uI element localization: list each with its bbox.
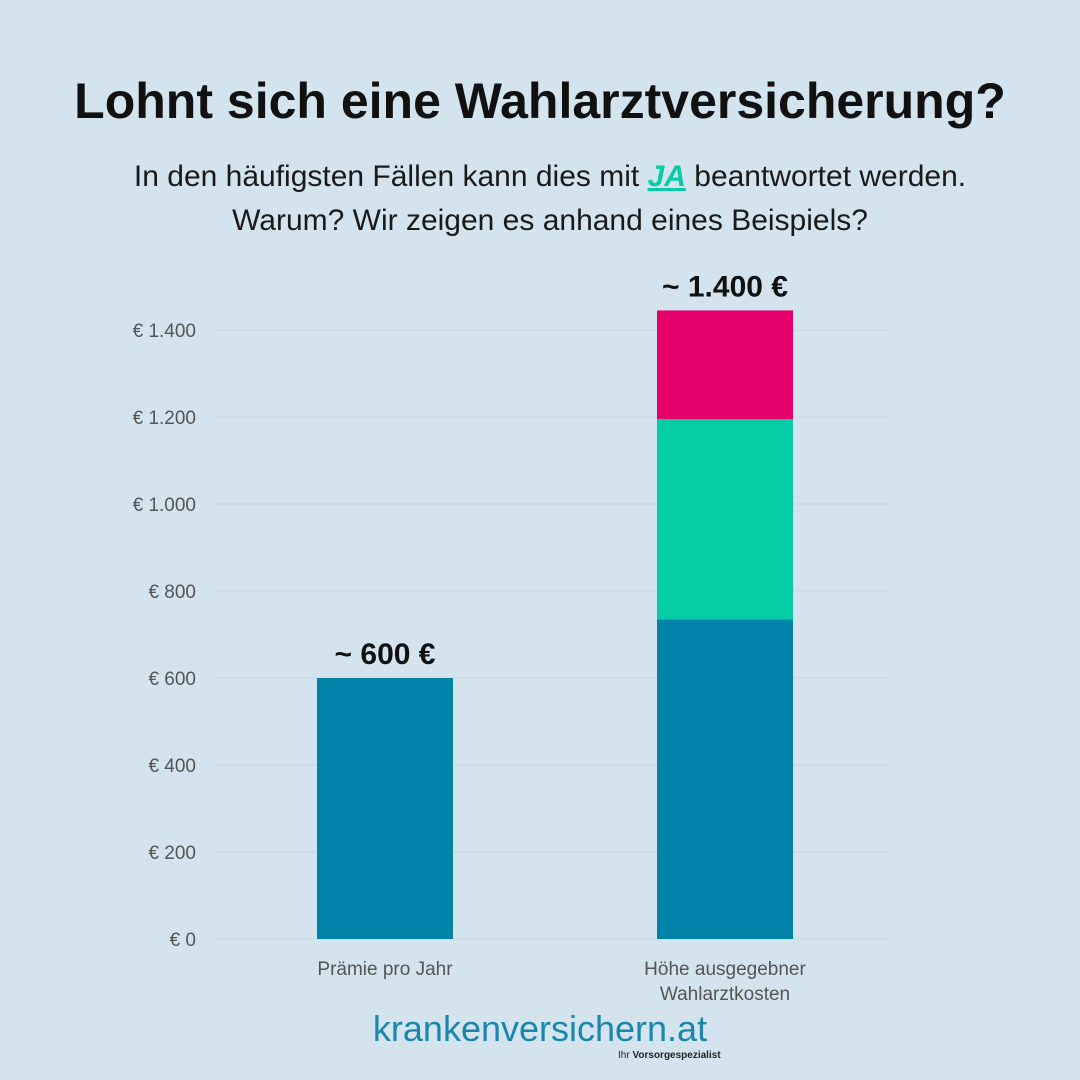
y-tick-label: € 0 <box>170 930 196 951</box>
subtitle-line-1: In den häufigsten Fällen kann dies mit J… <box>0 160 1080 194</box>
y-tick-label: € 800 <box>148 582 196 603</box>
bar-segment <box>657 310 793 420</box>
data-label: ~ 1.400 € <box>662 270 788 303</box>
y-tick-label: € 1.400 <box>133 321 196 342</box>
subtitle-line-1-before: In den häufigsten Fällen kann dies mit <box>133 160 648 193</box>
y-tick-label: € 600 <box>148 669 196 690</box>
subtitle-line-2: Warum? Wir zeigen es anhand eines Beispi… <box>232 204 868 237</box>
tagline-prefix: Ihr <box>618 1050 633 1061</box>
page-title: Lohnt sich eine Wahlarztversicherung? <box>74 73 1006 129</box>
bar-segment <box>657 619 793 939</box>
tagline-bold: Vorsorgespezialist <box>632 1050 721 1061</box>
y-tick-label: € 400 <box>148 756 196 777</box>
bar-segment <box>657 419 793 620</box>
ja-highlight: JA <box>647 160 686 193</box>
brand-tagline: Ihr Vorsorgespezialist <box>618 1050 721 1061</box>
data-label: ~ 600 € <box>335 638 436 671</box>
x-category-label: Höhe ausgegebner Wahlarztkosten <box>644 959 806 1005</box>
y-tick-label: € 1.000 <box>133 495 196 516</box>
bar-segment <box>317 678 453 939</box>
x-category-label: Prämie pro Jahr <box>317 959 453 980</box>
y-tick-label: € 1.200 <box>133 408 196 429</box>
subtitle-line-1-after: beantwortet werden. <box>685 160 967 193</box>
brand-name: krankenversichern.at <box>372 1008 708 1049</box>
y-tick-label: € 200 <box>148 843 196 864</box>
